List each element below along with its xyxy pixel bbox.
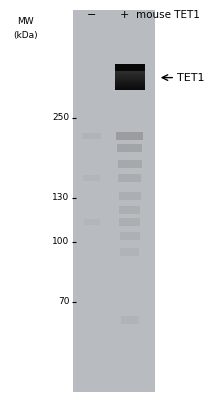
Text: TET1: TET1: [177, 72, 205, 82]
Bar: [115, 88, 145, 89]
Bar: [115, 75, 145, 76]
Bar: [115, 85, 145, 86]
Bar: [115, 78, 145, 79]
Bar: [84, 219, 100, 225]
Bar: [115, 86, 145, 88]
Bar: [119, 206, 140, 214]
Bar: [121, 316, 139, 324]
Bar: [82, 133, 101, 139]
Bar: [115, 69, 145, 70]
Text: MW: MW: [17, 17, 34, 26]
Bar: [115, 65, 145, 66]
Bar: [115, 76, 145, 77]
Bar: [117, 144, 142, 152]
Text: −: −: [87, 10, 96, 20]
Bar: [115, 77, 145, 78]
Bar: [115, 83, 145, 84]
Bar: [120, 232, 140, 240]
Bar: [115, 70, 145, 71]
Bar: [120, 248, 139, 256]
Bar: [115, 68, 145, 69]
Text: 130: 130: [52, 194, 70, 202]
Bar: [118, 174, 141, 182]
Bar: [115, 74, 145, 75]
Bar: [115, 89, 145, 90]
Bar: [116, 132, 143, 140]
Bar: [115, 64, 145, 70]
Bar: [115, 84, 145, 85]
Bar: [73, 10, 155, 392]
Text: +: +: [120, 10, 129, 20]
Bar: [115, 87, 145, 88]
Bar: [115, 81, 145, 82]
Bar: [118, 160, 142, 168]
Bar: [115, 80, 145, 81]
Bar: [119, 218, 140, 226]
Bar: [115, 73, 145, 74]
Bar: [115, 71, 145, 72]
Bar: [119, 192, 141, 200]
Text: mouse TET1: mouse TET1: [136, 10, 200, 20]
Text: (kDa): (kDa): [13, 31, 38, 40]
Bar: [115, 72, 145, 73]
Text: 70: 70: [58, 298, 70, 306]
Bar: [115, 79, 145, 80]
Bar: [83, 175, 100, 181]
Bar: [115, 64, 145, 65]
Text: 100: 100: [52, 238, 70, 246]
Bar: [115, 67, 145, 68]
Bar: [115, 82, 145, 83]
Text: 250: 250: [53, 114, 70, 122]
